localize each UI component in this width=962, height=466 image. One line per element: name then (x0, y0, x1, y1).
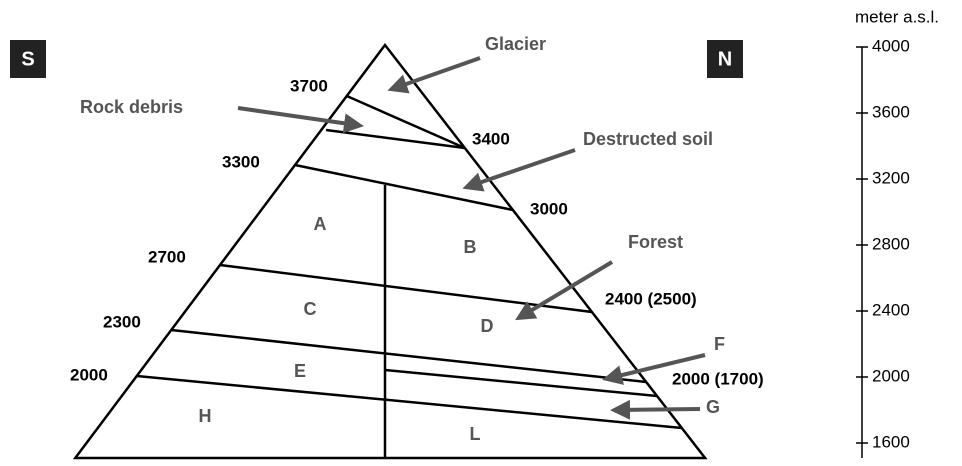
zone: L (470, 424, 481, 444)
zone: B (464, 237, 477, 257)
zone: A (314, 214, 327, 234)
scale-tick-label: 2400 (872, 300, 910, 319)
scale-tick-label: 3200 (872, 168, 910, 187)
zone: D (481, 316, 494, 336)
scale: 4000 3600 3200 2800 2400 2000 1600 (856, 36, 910, 451)
scale-title: meter a.s.l. (855, 7, 939, 26)
callout: G (706, 397, 720, 417)
altitude: 3300 (222, 152, 260, 171)
altitude: 3400 (472, 129, 510, 148)
callout: Rock debris (80, 97, 183, 117)
n-box (707, 40, 743, 78)
scale-tick-label: 1600 (872, 432, 910, 451)
scale-tick-label: 4000 (872, 36, 910, 55)
altitude: 2400 (2500) (605, 289, 697, 308)
callout: Glacier (485, 34, 546, 54)
zone: H (199, 406, 212, 426)
callout: Destructed soil (583, 129, 713, 149)
zone-line (171, 328, 647, 384)
altitude: 3700 (290, 76, 328, 95)
s-label: S (21, 48, 34, 70)
arrow (462, 148, 576, 192)
s-box (10, 40, 46, 78)
zone-line (219, 263, 593, 314)
scale-tick-label: 2000 (872, 366, 910, 385)
arrow (515, 260, 614, 321)
zone-line (384, 368, 658, 398)
n-label: N (718, 48, 732, 70)
altitude: 2300 (103, 312, 141, 331)
zone: E (294, 361, 306, 381)
zone-line (136, 374, 682, 430)
altitude: 2000 (1700) (672, 369, 764, 388)
arrow (237, 106, 364, 134)
arrow (387, 56, 481, 94)
scale-tick-label: 3600 (872, 102, 910, 121)
altitude: 2700 (148, 247, 186, 266)
zone-line (294, 163, 514, 212)
zone-lines (72, 42, 708, 460)
callout: Forest (628, 232, 683, 252)
arrow (610, 399, 701, 420)
altitude: 2000 (70, 365, 108, 384)
zone-line (346, 94, 466, 150)
arrow (602, 353, 706, 385)
altitude: 3000 (530, 199, 568, 218)
triangle (72, 42, 708, 460)
zone: C (304, 299, 317, 319)
callout: F (714, 334, 725, 354)
scale-tick-label: 2800 (872, 234, 910, 253)
